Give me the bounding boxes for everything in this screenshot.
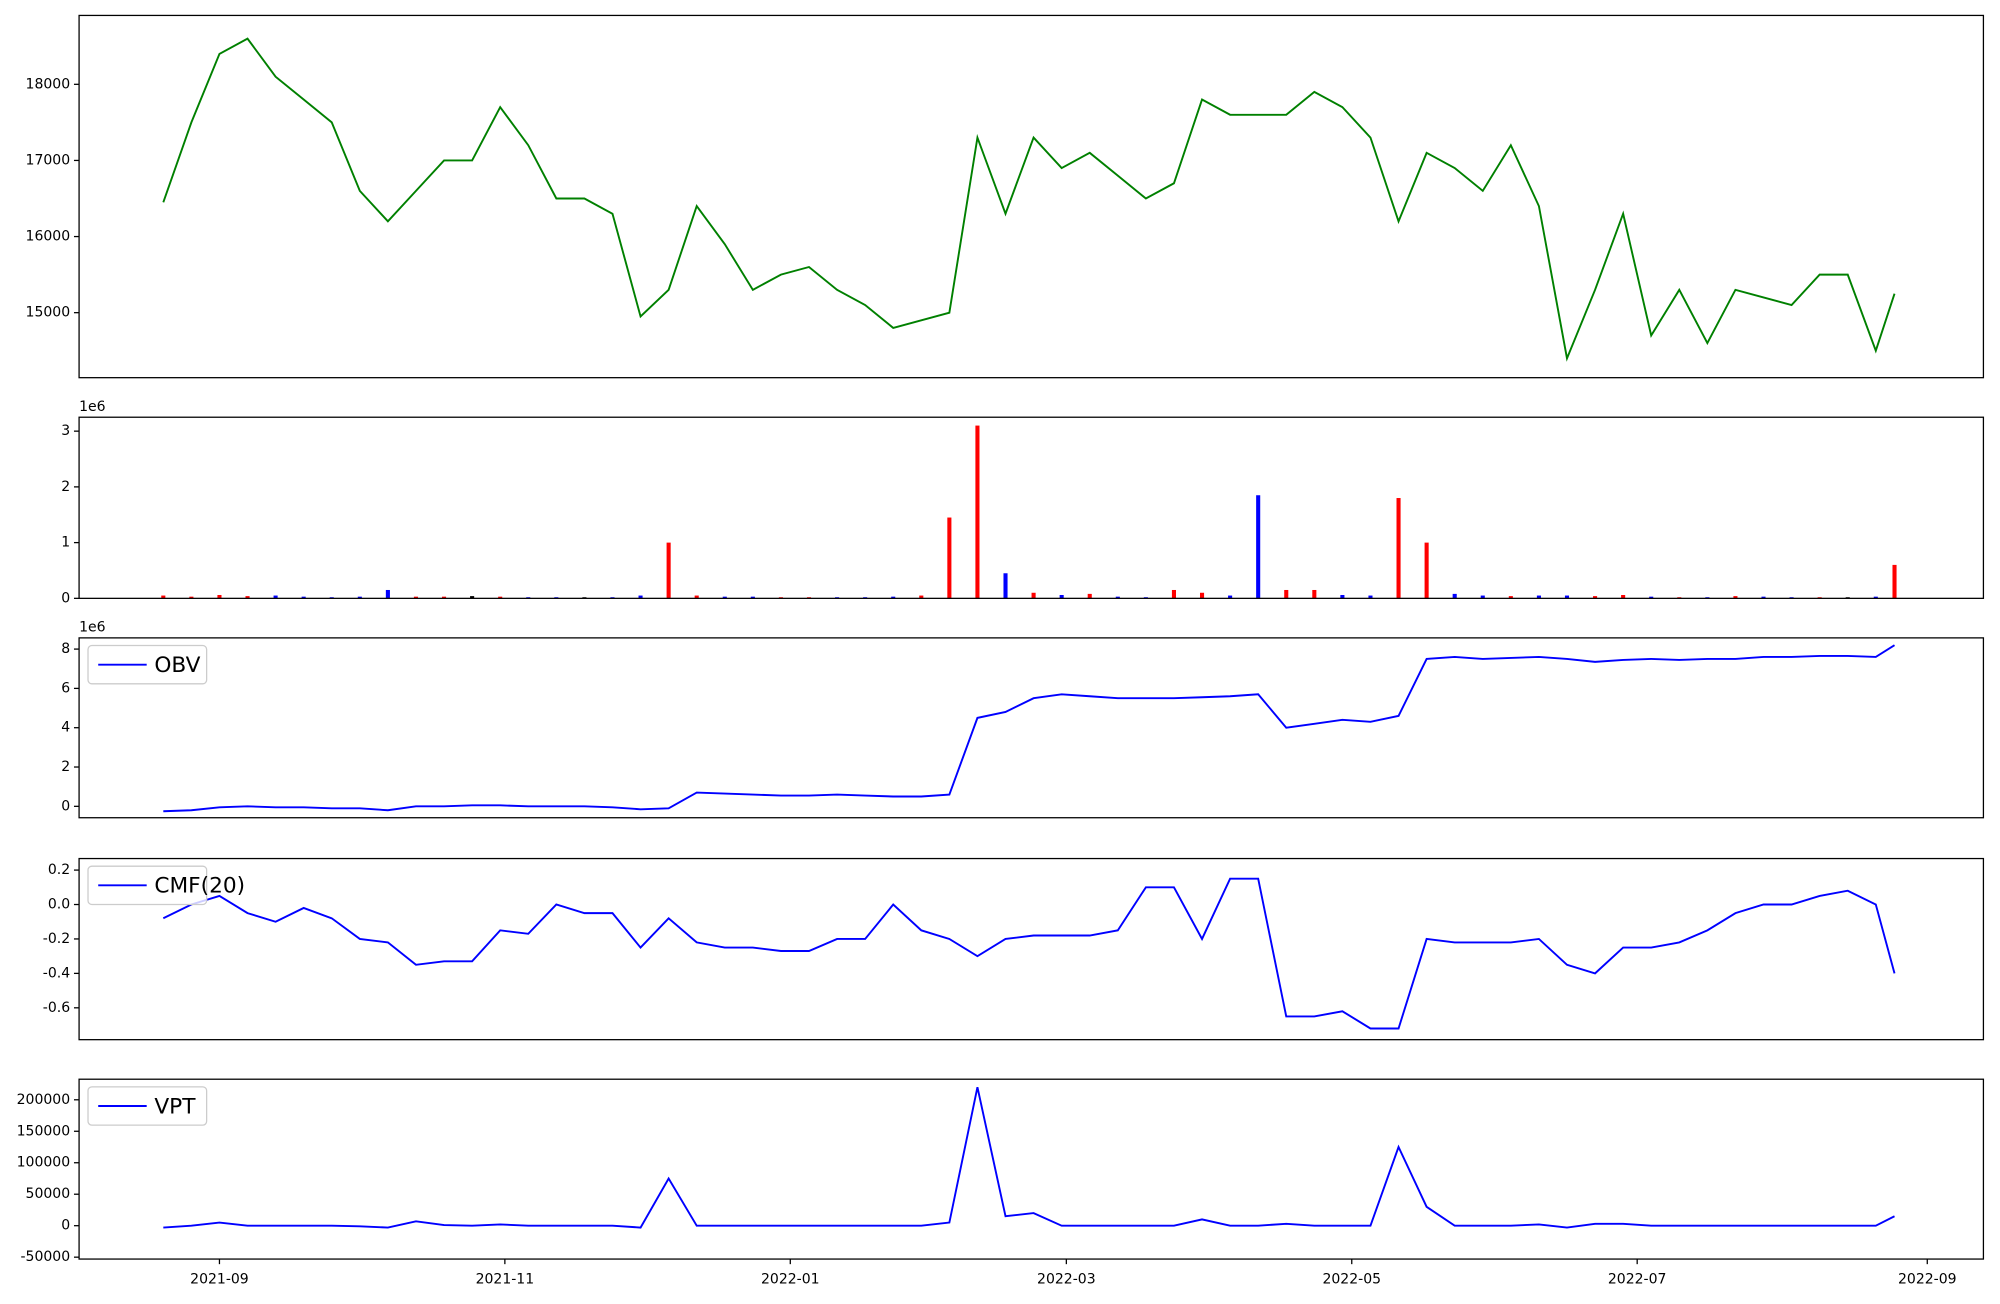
volume-bar	[1873, 596, 1878, 599]
volume-bar	[1508, 596, 1513, 599]
y-tick-label: -0.6	[43, 1000, 70, 1016]
volume-bar	[385, 589, 390, 599]
volume-bar	[638, 595, 643, 599]
x-tick-label: 2021-11	[476, 1271, 535, 1287]
axes-frame	[78, 637, 1985, 819]
volume-bar	[1621, 594, 1626, 599]
legend-label: CMF(20)	[154, 874, 245, 899]
volume-bar	[441, 596, 447, 599]
volume-bar	[666, 542, 671, 599]
x-tick-label: 2022-05	[1322, 1271, 1381, 1287]
volume-bar	[1171, 589, 1176, 599]
y-tick-label: 2	[61, 479, 70, 495]
y-tick-label: 18000	[26, 76, 71, 92]
y-tick-label: 4	[61, 720, 70, 736]
y-tick-label: 15000	[26, 305, 71, 321]
y-tick-label: 0	[61, 1218, 70, 1234]
axes-frame	[78, 1078, 1985, 1260]
line	[162, 877, 1896, 1030]
line	[163, 644, 1896, 813]
x-tick-label: 2022-07	[1608, 1271, 1667, 1287]
legend-box	[87, 644, 208, 685]
y-tick-label: 1	[61, 535, 70, 551]
y-tick-label: 17000	[26, 152, 71, 168]
axes-frame	[78, 416, 1985, 599]
y-tick-label: 200000	[17, 1092, 71, 1108]
axes-frame	[78, 857, 1985, 1041]
volume-bar	[1761, 596, 1766, 599]
volume-bar	[413, 596, 419, 599]
y-tick-label: 150000	[17, 1123, 71, 1139]
volume-bar	[217, 594, 222, 599]
volume-bar	[357, 596, 362, 599]
volume-bar	[1340, 594, 1345, 599]
volume-bar	[1031, 592, 1036, 599]
volume-bar	[245, 596, 250, 599]
volume-bar	[1115, 596, 1120, 599]
volume-bar	[273, 595, 278, 599]
volume-bar	[1733, 596, 1738, 599]
volume-bar	[694, 595, 699, 599]
offset-text: 1e6	[79, 399, 106, 415]
volume-bar	[498, 596, 503, 599]
y-tick-label: 8	[61, 641, 70, 657]
y-tick-label: -0.4	[43, 965, 70, 981]
y-tick-label: 6	[61, 680, 70, 696]
y-tick-label: 3	[61, 423, 70, 439]
y-tick-label: 0.2	[48, 862, 70, 878]
volume-bar	[1368, 595, 1373, 599]
volume-bar	[1228, 595, 1233, 599]
axes-frame	[78, 14, 1985, 379]
legend-label: VPT	[154, 1094, 196, 1119]
volume-bar	[975, 425, 980, 599]
y-tick-label: 2	[61, 759, 70, 775]
volume-bar	[1256, 495, 1261, 599]
line	[163, 1087, 1895, 1229]
volume-bar	[470, 596, 475, 599]
y-tick-label: -50000	[20, 1249, 70, 1265]
volume-bar	[1480, 595, 1485, 599]
volume-bar	[161, 595, 166, 599]
volume-bar	[1199, 592, 1205, 599]
y-tick-label: 0	[61, 590, 70, 606]
volume-bar	[947, 517, 952, 599]
volume-bar	[891, 596, 896, 599]
legend-box	[87, 1086, 208, 1126]
x-tick-label: 2022-09	[1898, 1271, 1957, 1287]
y-tick-label: -0.2	[43, 931, 70, 947]
volume-bar	[919, 595, 924, 599]
volume-bar	[722, 596, 727, 599]
volume-bar	[1564, 595, 1570, 599]
x-tick-label: 2021-09	[190, 1271, 249, 1287]
y-tick-label: 16000	[26, 229, 71, 245]
volume-bar	[1087, 593, 1092, 599]
y-tick-label: 100000	[17, 1155, 71, 1171]
volume-bar	[301, 596, 306, 599]
volume-bar	[1452, 593, 1457, 599]
volume-bar	[1892, 564, 1897, 599]
volume-bar	[1649, 596, 1654, 599]
volume-bar	[750, 596, 755, 599]
volume-bar	[189, 596, 194, 599]
volume-bar	[1003, 573, 1008, 599]
legend-label: OBV	[154, 653, 200, 678]
volume-bar	[1536, 595, 1541, 599]
y-tick-label: 0	[61, 798, 70, 814]
x-tick-label: 2022-01	[761, 1271, 820, 1287]
line	[162, 37, 1896, 362]
volume-bar	[1593, 596, 1598, 599]
y-tick-label: 50000	[26, 1186, 71, 1202]
volume-bar	[1396, 498, 1401, 599]
volume-bar	[1424, 542, 1429, 599]
volume-bar	[1312, 589, 1317, 599]
volume-bar	[1284, 589, 1289, 599]
x-tick-label: 2022-03	[1037, 1271, 1096, 1287]
volume-bar	[1059, 594, 1064, 599]
legend-box	[87, 865, 208, 906]
y-tick-label: 0.0	[48, 897, 70, 913]
offset-text: 1e6	[79, 620, 106, 636]
